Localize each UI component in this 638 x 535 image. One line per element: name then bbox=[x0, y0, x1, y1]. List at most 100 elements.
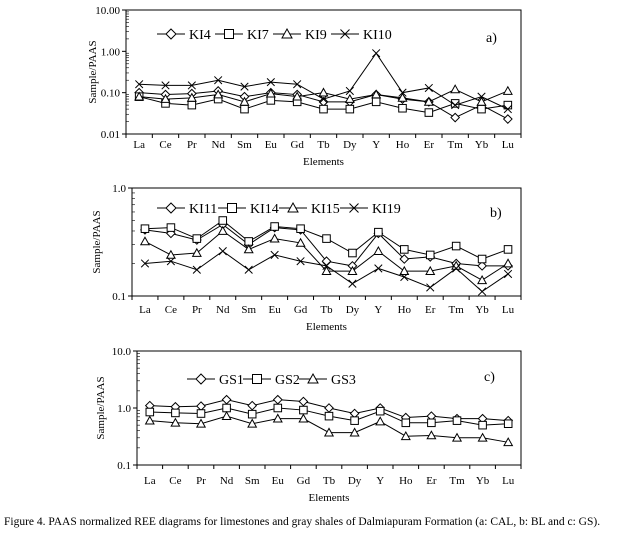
legend-item-ki7: KI7 bbox=[215, 28, 269, 43]
x-tick-label: Dy bbox=[346, 304, 360, 316]
x-tick-label: Tm bbox=[449, 304, 465, 316]
data-point bbox=[426, 283, 435, 292]
data-point bbox=[299, 405, 308, 415]
y-tick-label: 1.0 bbox=[117, 403, 131, 415]
panel-label: b) bbox=[490, 206, 502, 221]
data-point bbox=[298, 396, 309, 407]
x-tick-label: Pr bbox=[196, 475, 206, 487]
data-point bbox=[298, 413, 309, 423]
x-tick-label: La bbox=[133, 139, 145, 151]
data-point bbox=[244, 265, 253, 274]
x-tick-label: La bbox=[144, 475, 156, 487]
x-axis-label: Elements bbox=[309, 492, 350, 504]
panel-label: a) bbox=[486, 31, 497, 46]
legend-marker bbox=[252, 374, 262, 384]
data-point bbox=[477, 254, 487, 264]
data-point bbox=[349, 427, 360, 437]
data-point bbox=[191, 247, 202, 257]
legend-label: KI7 bbox=[247, 28, 269, 43]
legend-label: KI15 bbox=[311, 202, 340, 217]
y-tick-label: 1.0 bbox=[112, 183, 126, 195]
y-tick-label: 0.1 bbox=[117, 460, 131, 472]
data-point bbox=[322, 234, 331, 243]
data-point bbox=[503, 104, 512, 114]
data-point bbox=[135, 80, 144, 89]
data-point bbox=[239, 96, 250, 106]
legend-item-ki11: KI11 bbox=[157, 202, 217, 217]
data-point bbox=[425, 250, 435, 260]
x-tick-label: Er bbox=[425, 304, 436, 316]
data-point bbox=[503, 245, 513, 254]
x-tick-label: Pr bbox=[192, 304, 202, 316]
x-tick-label: Lu bbox=[502, 304, 515, 316]
data-point bbox=[192, 265, 201, 274]
legend-marker bbox=[227, 203, 237, 213]
data-point bbox=[165, 249, 176, 259]
x-tick-label: Ce bbox=[169, 475, 181, 487]
data-point bbox=[374, 264, 383, 273]
data-point bbox=[140, 224, 150, 233]
x-tick-label: Eu bbox=[269, 304, 282, 316]
legend-marker bbox=[195, 373, 207, 385]
data-point bbox=[270, 222, 279, 231]
data-point bbox=[213, 89, 224, 99]
data-point bbox=[265, 88, 276, 98]
data-point bbox=[477, 260, 488, 271]
y-tick-label: 0.1 bbox=[112, 291, 126, 303]
x-tick-label: Tb bbox=[317, 139, 330, 151]
x-tick-label: Ho bbox=[399, 475, 413, 487]
data-point bbox=[344, 93, 355, 103]
legend-marker bbox=[281, 27, 293, 39]
x-tick-label: Gd bbox=[297, 475, 311, 487]
x-axis-label: Elements bbox=[306, 321, 347, 333]
x-tick-label: Eu bbox=[272, 475, 285, 487]
series-ki14 bbox=[140, 216, 513, 264]
data-point bbox=[186, 92, 197, 102]
y-axis-label: Sample/PAAS bbox=[87, 40, 99, 103]
x-tick-label: Yb bbox=[476, 475, 490, 487]
legend-item-ki15: KI15 bbox=[279, 201, 340, 217]
y-tick-label: 0.01 bbox=[101, 129, 120, 141]
data-point bbox=[502, 85, 513, 95]
x-tick-label: Gd bbox=[290, 139, 304, 151]
data-point bbox=[478, 420, 487, 430]
data-point bbox=[452, 264, 461, 273]
data-point bbox=[397, 92, 408, 102]
data-point bbox=[451, 100, 460, 110]
data-point bbox=[345, 104, 355, 114]
legend-label: KI4 bbox=[189, 28, 211, 43]
x-tick-label: Dy bbox=[343, 139, 357, 151]
legend-marker bbox=[165, 202, 177, 214]
legend-item-ki9: KI9 bbox=[273, 27, 327, 43]
data-point bbox=[477, 104, 486, 114]
x-tick-label: Ho bbox=[396, 139, 410, 151]
chart-panel-b: 0.1 1.0 La Ce Pr Nd Sm Eu Gd Tb Dy Y Ho Er Tm Yb Lu Eleme… bbox=[91, 183, 522, 333]
series-ki19 bbox=[140, 247, 513, 296]
legend-item-gs3: GS3 bbox=[299, 372, 356, 388]
x-tick-label: Y bbox=[374, 304, 382, 316]
data-point bbox=[240, 82, 249, 91]
data-point bbox=[221, 394, 232, 405]
data-point bbox=[424, 108, 434, 117]
plot-frame bbox=[125, 9, 522, 135]
series-ki9 bbox=[134, 84, 513, 106]
data-point bbox=[144, 415, 155, 425]
x-axis-label: Elements bbox=[303, 156, 344, 168]
data-point bbox=[374, 227, 383, 237]
legend-marker bbox=[287, 201, 299, 213]
data-point bbox=[319, 94, 328, 104]
data-point bbox=[399, 265, 410, 275]
x-tick-label: Er bbox=[424, 139, 435, 151]
data-point bbox=[272, 394, 283, 405]
data-point bbox=[187, 100, 197, 110]
data-point bbox=[161, 81, 170, 90]
data-point bbox=[375, 406, 385, 416]
series-ki15 bbox=[139, 225, 514, 285]
x-tick-label: Ce bbox=[165, 304, 177, 316]
data-point bbox=[400, 272, 409, 282]
legend-label: GS1 bbox=[219, 373, 244, 388]
data-point bbox=[171, 408, 180, 418]
data-point bbox=[324, 403, 334, 413]
data-point bbox=[266, 96, 276, 105]
data-point bbox=[139, 236, 151, 246]
